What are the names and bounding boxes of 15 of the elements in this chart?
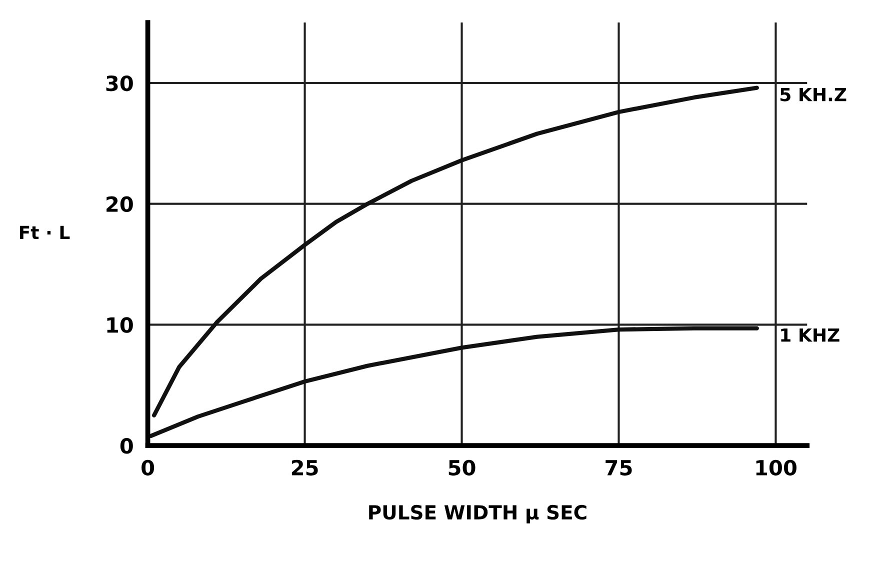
x-tick-label: 25 xyxy=(292,460,318,476)
x-axis-title: PULSE WIDTH μ SEC xyxy=(369,504,586,524)
x-tick-label: 100 xyxy=(756,460,796,476)
y-tick-label: 0 xyxy=(120,438,133,454)
y-tick-label: 20 xyxy=(106,196,133,212)
x-tick-label: 50 xyxy=(448,460,476,476)
x-tick-label: 0 xyxy=(142,460,154,476)
series-label: 1 KHZ xyxy=(781,328,840,342)
y-axis-title: Ft · L xyxy=(20,226,70,240)
series-label: 5 KH.Z xyxy=(780,88,846,102)
line-series xyxy=(148,326,759,438)
y-tick-label: 10 xyxy=(107,317,133,333)
line-series xyxy=(152,86,759,418)
y-tick-label: 30 xyxy=(106,75,133,92)
x-tick-label: 75 xyxy=(606,460,632,476)
